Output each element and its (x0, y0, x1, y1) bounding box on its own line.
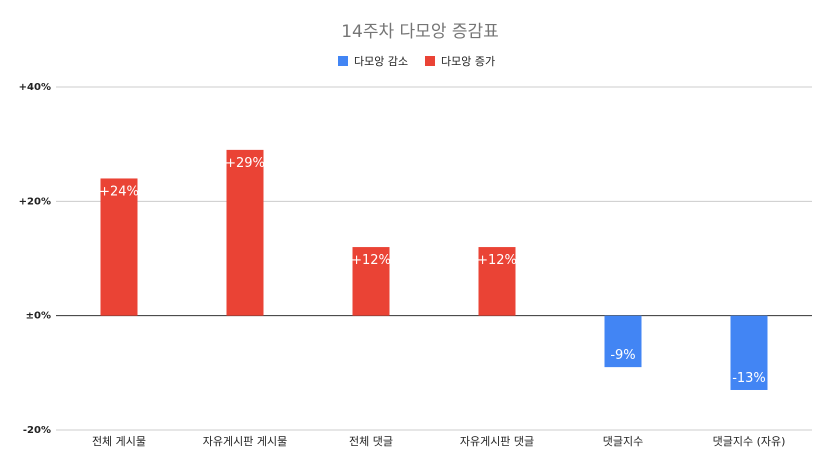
data-label-0: +24% (99, 184, 139, 199)
bar-2 (352, 247, 390, 316)
legend-swatch-0 (338, 56, 348, 66)
gridlines (56, 86, 812, 431)
legend-swatch-1 (425, 56, 435, 66)
bar-1 (226, 149, 264, 316)
legend-label-0: 다모앙 감소 (354, 55, 408, 68)
y-tick-label-0: +40% (19, 82, 51, 93)
data-label-1: +29% (225, 156, 265, 171)
legend-label-1: 다모앙 증가 (441, 55, 495, 68)
category-label-5: 댓글지수 (자유) (713, 435, 786, 448)
data-labels: +24% +29% +12% +12% -9% -13% (99, 156, 766, 386)
y-tick-label-1: +20% (19, 196, 51, 207)
category-label-1: 자유게시판 게시물 (203, 435, 287, 448)
chart-title: 14주차 다모앙 증감표 (341, 22, 499, 42)
data-label-2: +12% (351, 253, 391, 268)
data-label-5: -13% (732, 371, 766, 386)
x-axis-categories: 전체 게시물 자유게시판 게시물 전체 댓글 자유게시판 댓글 댓글지수 댓글지수 (자유… (92, 435, 785, 448)
y-tick-label-2: ±0% (26, 311, 51, 322)
y-tick-label-3: -20% (23, 425, 51, 436)
category-label-2: 전체 댓글 (349, 435, 393, 448)
bar-3 (478, 247, 516, 316)
legend: 다모앙 감소 다모앙 증가 (338, 55, 495, 68)
y-axis-ticks: +40% +20% ±0% -20% (19, 82, 51, 436)
bar-0 (100, 178, 138, 316)
bar-4 (604, 315, 642, 368)
category-label-4: 댓글지수 (603, 435, 643, 448)
bar-5 (730, 315, 768, 390)
data-label-4: -9% (610, 348, 635, 363)
category-label-0: 전체 게시물 (92, 435, 146, 448)
category-label-3: 자유게시판 댓글 (460, 435, 534, 448)
data-label-3: +12% (477, 253, 517, 268)
bars (100, 149, 768, 390)
